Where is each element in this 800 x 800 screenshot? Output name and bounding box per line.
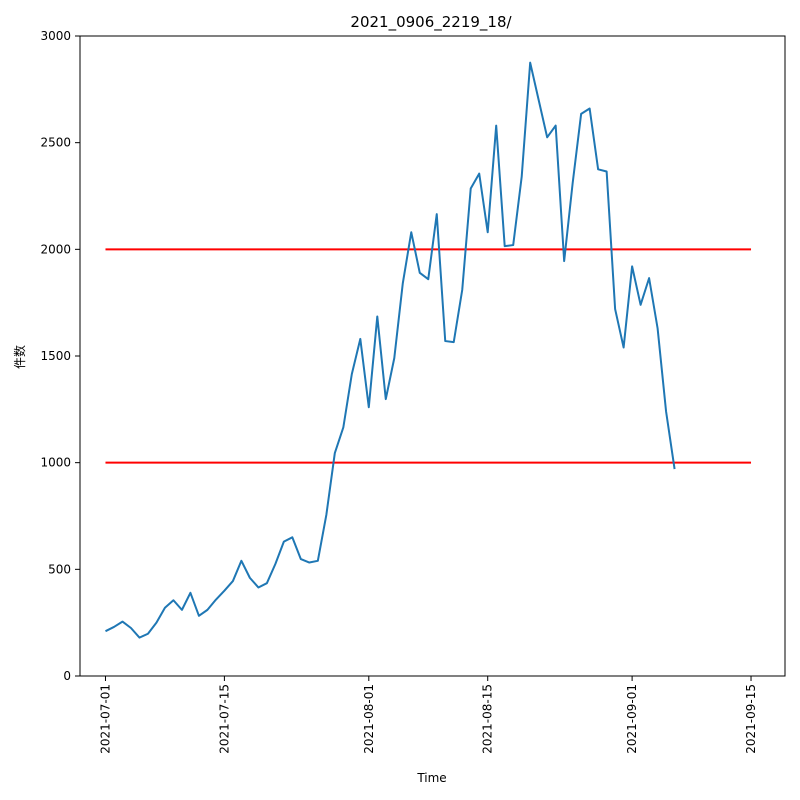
y-tick-label: 1000 bbox=[40, 456, 71, 470]
y-tick-label: 500 bbox=[48, 562, 71, 576]
y-axis-title: 件数 bbox=[12, 345, 27, 369]
plot-frame bbox=[79, 35, 786, 677]
chart-title: 2021_0906_2219_18/ bbox=[350, 13, 512, 32]
x-tick-label: 2021-08-15 bbox=[481, 684, 495, 754]
x-tick-label: 2021-09-01 bbox=[625, 684, 639, 754]
y-tick-label: 3000 bbox=[40, 29, 71, 43]
x-tick-label: 2021-09-15 bbox=[744, 684, 758, 754]
x-tick-label: 2021-07-15 bbox=[217, 684, 231, 754]
x-tick-label: 2021-08-01 bbox=[362, 684, 376, 754]
y-tick-label: 2500 bbox=[40, 136, 71, 150]
y-tick-label: 2000 bbox=[40, 242, 71, 256]
x-tick-label: 2021-07-01 bbox=[98, 684, 112, 754]
y-tick-label: 1500 bbox=[40, 349, 71, 363]
series-line bbox=[105, 61, 676, 639]
x-axis: 2021-07-01 2021-07-15 2021-08-01 2021-08-15… bbox=[98, 676, 758, 754]
x-axis-title: Time bbox=[416, 771, 446, 785]
y-axis: 0 500 1000 1500 2000 2500 3000 bbox=[40, 29, 80, 683]
plot-area bbox=[105, 61, 752, 639]
y-tick-label: 0 bbox=[63, 669, 71, 683]
